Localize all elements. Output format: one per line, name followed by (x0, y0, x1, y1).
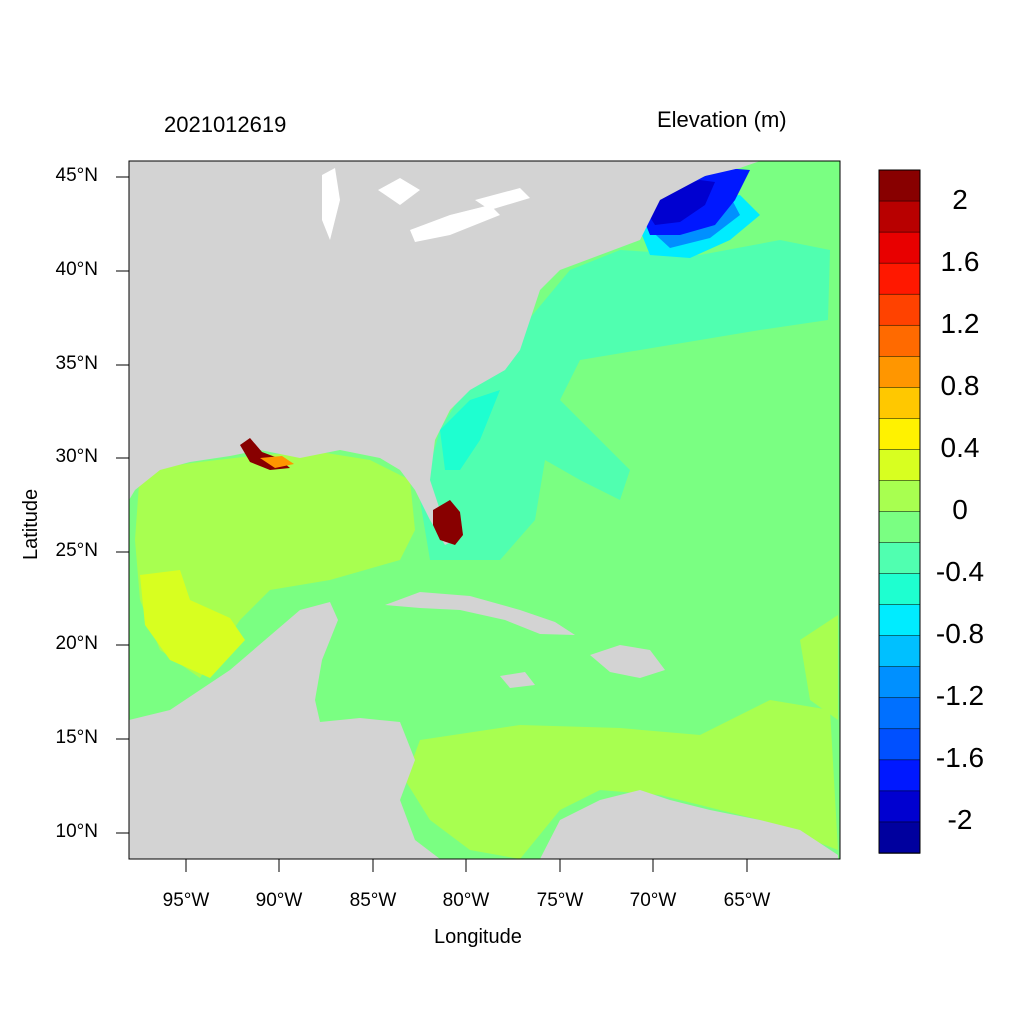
x-tick-label: 95°W (162, 890, 210, 911)
colorbar-label: -2 (947, 804, 973, 835)
map-border (128, 160, 841, 860)
colorbar-band (878, 418, 921, 451)
colorbar-band (878, 356, 921, 389)
colorbar-band (878, 200, 921, 233)
colorbar-band (878, 542, 921, 575)
gulf-west-yellow-region (140, 570, 245, 678)
y-tick-label: 25°N (55, 540, 98, 561)
colorbar-label: 1.2 (940, 308, 980, 339)
colorbar-band (878, 293, 921, 326)
x-tick-label: 70°W (629, 890, 677, 911)
colorbar (878, 169, 921, 854)
colorbar-band (878, 231, 921, 264)
y-tick-label: 10°N (55, 821, 98, 842)
colorbar-label: 0.8 (940, 370, 980, 401)
colorbar-label: 2 (952, 184, 968, 215)
map-title-date: 2021012619 (164, 112, 287, 137)
colorbar-band (878, 790, 921, 823)
x-tick-label: 65°W (723, 890, 771, 911)
colorbar-band (878, 449, 921, 482)
x-tick-label: 90°W (255, 890, 303, 911)
colorbar-band (878, 759, 921, 792)
colorbar-band (878, 604, 921, 637)
colorbar-band (878, 821, 921, 854)
jamaica-land (500, 672, 535, 688)
colorbar-band (878, 666, 921, 699)
colorbar-label: -0.8 (935, 618, 985, 649)
colorbar-label: -1.6 (935, 742, 985, 773)
map-title-variable: Elevation (m) (657, 107, 787, 132)
cuba-land (385, 592, 575, 635)
colorbar-label: 0 (952, 494, 968, 525)
x-axis-ticks (185, 859, 748, 872)
south-america-land (540, 790, 838, 859)
colorbar-label: 0.4 (940, 432, 980, 463)
colorbar-band (878, 573, 921, 606)
colorbar-band (878, 511, 921, 544)
colorbar-label: -1.2 (935, 680, 985, 711)
y-tick-label: 15°N (55, 727, 98, 748)
y-axis-ticks (116, 176, 129, 834)
colorbar-band (878, 635, 921, 668)
gulf-coast-orange-region (260, 456, 294, 468)
colorbar-band (878, 387, 921, 420)
colorbar-label: 1.6 (940, 246, 980, 277)
great-lakes-group (322, 168, 530, 242)
x-tick-label: 75°W (536, 890, 584, 911)
southeast-coast-cyan-region (440, 390, 500, 470)
colorbar-band (878, 480, 921, 513)
hispaniola-land (590, 645, 665, 678)
mexico-central-america-land (129, 602, 440, 859)
x-axis-title: Longitude (434, 926, 522, 948)
land-group (129, 161, 838, 859)
colorbar-band (878, 697, 921, 730)
y-tick-label: 20°N (55, 633, 98, 654)
y-tick-label: 45°N (55, 165, 98, 186)
east-positive-region (800, 615, 838, 720)
x-tick-label: 85°W (349, 890, 397, 911)
caribbean-south-positive-region (405, 700, 838, 859)
florida-high-region (433, 500, 463, 545)
y-tick-label: 35°N (55, 353, 98, 374)
colorbar-band (878, 262, 921, 295)
y-tick-label: 30°N (55, 446, 98, 467)
y-tick-label: 40°N (55, 259, 98, 280)
x-tick-label: 80°W (442, 890, 490, 911)
atlantic-negative-region (420, 240, 830, 560)
colorbar-band (878, 169, 921, 202)
northeast-darkest-region (642, 180, 715, 225)
north-america-land (129, 161, 760, 545)
colorbar-label: -0.4 (935, 556, 985, 587)
colorbar-band (878, 324, 921, 358)
colorbar-border (878, 169, 921, 854)
colorbar-band (878, 728, 921, 761)
